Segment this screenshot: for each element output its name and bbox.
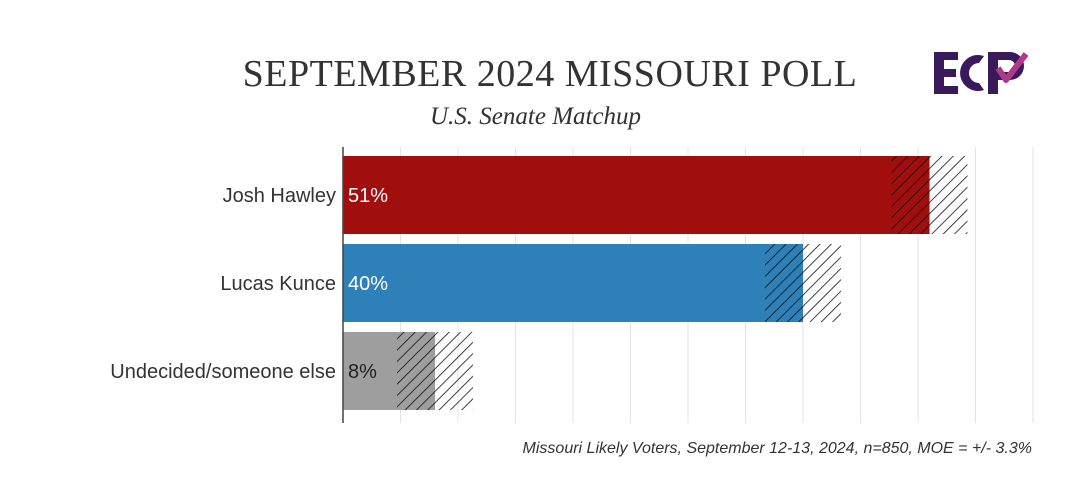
ecp-logo <box>934 52 1028 94</box>
moe-band <box>397 332 473 410</box>
labels: Josh Hawley 51% Lucas Kunce 40% Undecided/so… <box>110 185 388 383</box>
moe-band <box>891 156 968 234</box>
category-label: Undecided/someone else <box>110 361 336 383</box>
logo-letter-c <box>960 55 984 91</box>
bar <box>343 156 930 234</box>
category-label: Lucas Kunce <box>220 273 336 295</box>
checkmark-icon <box>995 52 1028 83</box>
chart-subtitle: U.S. Senate Matchup <box>430 103 642 130</box>
value-label: 8% <box>348 361 377 383</box>
value-label: 51% <box>348 185 388 207</box>
category-label: Josh Hawley <box>223 185 336 207</box>
value-label: 40% <box>348 273 388 295</box>
bars <box>343 156 968 410</box>
bar <box>343 244 803 322</box>
logo-letter-e <box>934 52 958 94</box>
chart-title: SEPTEMBER 2024 MISSOURI POLL <box>242 53 858 95</box>
footnote: Missouri Likely Voters, September 12-13,… <box>522 440 1032 457</box>
logo-letter-p <box>988 52 1024 94</box>
moe-band <box>765 244 841 322</box>
